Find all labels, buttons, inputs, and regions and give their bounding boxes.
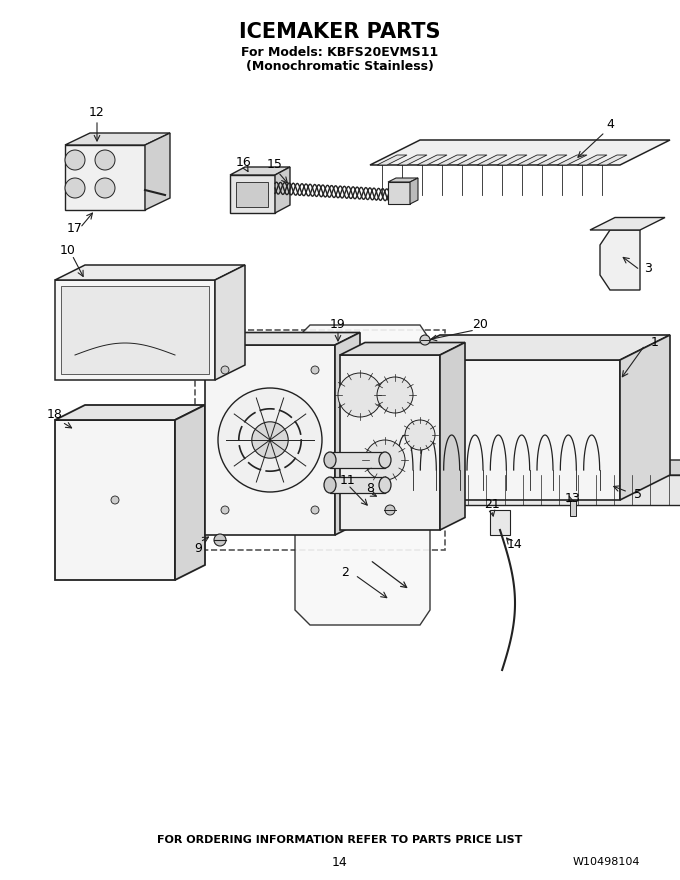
Ellipse shape xyxy=(324,452,336,468)
Polygon shape xyxy=(388,182,410,204)
Polygon shape xyxy=(295,325,430,625)
Circle shape xyxy=(385,505,395,515)
Polygon shape xyxy=(445,475,680,505)
Circle shape xyxy=(65,150,85,170)
Circle shape xyxy=(405,420,435,450)
Polygon shape xyxy=(570,500,576,516)
Text: W10498104: W10498104 xyxy=(573,857,640,867)
Polygon shape xyxy=(340,355,440,530)
Polygon shape xyxy=(388,178,418,182)
Text: 21: 21 xyxy=(484,498,500,511)
Text: 20: 20 xyxy=(472,319,488,332)
Polygon shape xyxy=(410,178,418,204)
Text: 13: 13 xyxy=(565,492,581,504)
Text: 1: 1 xyxy=(651,335,659,348)
Polygon shape xyxy=(65,133,170,145)
Polygon shape xyxy=(437,155,467,165)
Circle shape xyxy=(218,388,322,492)
Circle shape xyxy=(214,534,226,546)
Polygon shape xyxy=(537,155,567,165)
Polygon shape xyxy=(397,155,427,165)
Polygon shape xyxy=(65,145,145,210)
Circle shape xyxy=(252,422,288,458)
Text: 11: 11 xyxy=(340,473,356,487)
Polygon shape xyxy=(377,155,407,165)
Polygon shape xyxy=(477,155,507,165)
Circle shape xyxy=(111,496,119,504)
Polygon shape xyxy=(597,155,627,165)
Polygon shape xyxy=(600,230,640,290)
Polygon shape xyxy=(390,360,620,500)
Polygon shape xyxy=(340,342,465,355)
Text: 3: 3 xyxy=(644,261,652,275)
Text: 9: 9 xyxy=(194,541,202,554)
Polygon shape xyxy=(445,460,680,475)
Polygon shape xyxy=(145,133,170,210)
Ellipse shape xyxy=(379,477,391,493)
Polygon shape xyxy=(205,345,335,535)
Polygon shape xyxy=(590,217,665,230)
Polygon shape xyxy=(557,155,587,165)
Polygon shape xyxy=(230,167,290,175)
Text: 10: 10 xyxy=(60,244,76,256)
Text: 15: 15 xyxy=(267,158,283,172)
Polygon shape xyxy=(517,155,547,165)
Polygon shape xyxy=(215,265,245,380)
Text: For Models: KBFS20EVMS11: For Models: KBFS20EVMS11 xyxy=(241,46,439,59)
Circle shape xyxy=(311,366,319,374)
Polygon shape xyxy=(330,452,385,468)
Circle shape xyxy=(420,335,430,345)
Circle shape xyxy=(65,178,85,198)
Polygon shape xyxy=(230,175,275,213)
Text: 8: 8 xyxy=(366,481,374,495)
Text: (Monochromatic Stainless): (Monochromatic Stainless) xyxy=(246,60,434,73)
Polygon shape xyxy=(55,280,215,380)
Polygon shape xyxy=(61,286,209,374)
Text: 16: 16 xyxy=(236,156,252,168)
Polygon shape xyxy=(370,140,670,165)
Polygon shape xyxy=(330,477,385,493)
Circle shape xyxy=(311,506,319,514)
Text: ICEMAKER PARTS: ICEMAKER PARTS xyxy=(239,22,441,42)
Polygon shape xyxy=(275,167,290,213)
Text: 19: 19 xyxy=(330,319,346,332)
Circle shape xyxy=(377,377,413,413)
Ellipse shape xyxy=(324,477,336,493)
Polygon shape xyxy=(390,335,670,360)
Polygon shape xyxy=(205,333,360,345)
Polygon shape xyxy=(440,342,465,530)
Circle shape xyxy=(95,178,115,198)
Circle shape xyxy=(221,366,229,374)
Circle shape xyxy=(95,150,115,170)
Polygon shape xyxy=(457,155,487,165)
Polygon shape xyxy=(175,405,205,580)
Circle shape xyxy=(365,440,405,480)
Polygon shape xyxy=(490,510,510,535)
Polygon shape xyxy=(577,155,607,165)
Text: FOR ORDERING INFORMATION REFER TO PARTS PRICE LIST: FOR ORDERING INFORMATION REFER TO PARTS … xyxy=(157,835,523,845)
Text: 17: 17 xyxy=(67,222,83,234)
Polygon shape xyxy=(55,405,205,420)
Text: 2: 2 xyxy=(341,566,349,578)
Ellipse shape xyxy=(379,452,391,468)
Text: 18: 18 xyxy=(47,408,63,422)
Text: 14: 14 xyxy=(507,539,523,552)
Polygon shape xyxy=(236,182,268,207)
Polygon shape xyxy=(497,155,527,165)
Polygon shape xyxy=(335,333,360,535)
Text: 12: 12 xyxy=(89,106,105,119)
Polygon shape xyxy=(55,265,245,280)
Text: 4: 4 xyxy=(606,119,614,131)
Polygon shape xyxy=(620,335,670,500)
Text: 14: 14 xyxy=(332,855,348,869)
Polygon shape xyxy=(417,155,447,165)
Bar xyxy=(195,330,445,550)
Text: 5: 5 xyxy=(634,488,642,502)
Polygon shape xyxy=(55,420,175,580)
Circle shape xyxy=(221,506,229,514)
Circle shape xyxy=(338,373,382,417)
